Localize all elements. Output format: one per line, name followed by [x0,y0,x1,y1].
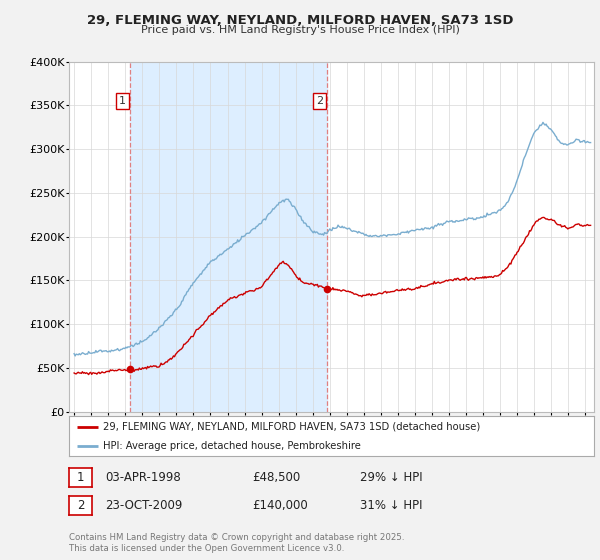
Text: 2: 2 [77,499,84,512]
Text: 29, FLEMING WAY, NEYLAND, MILFORD HAVEN, SA73 1SD (detached house): 29, FLEMING WAY, NEYLAND, MILFORD HAVEN,… [103,422,481,432]
Text: 29, FLEMING WAY, NEYLAND, MILFORD HAVEN, SA73 1SD: 29, FLEMING WAY, NEYLAND, MILFORD HAVEN,… [87,14,513,27]
Text: 1: 1 [119,96,126,106]
Text: Contains HM Land Registry data © Crown copyright and database right 2025.
This d: Contains HM Land Registry data © Crown c… [69,533,404,553]
Text: £140,000: £140,000 [252,498,308,512]
Bar [130,62,326,412]
Text: 1: 1 [77,471,84,484]
Text: HPI: Average price, detached house, Pembrokeshire: HPI: Average price, detached house, Pemb… [103,441,361,450]
Text: £48,500: £48,500 [252,470,300,484]
Text: 2: 2 [316,96,323,106]
Text: 29% ↓ HPI: 29% ↓ HPI [360,470,422,484]
Text: 23-OCT-2009: 23-OCT-2009 [105,498,182,512]
Text: 31% ↓ HPI: 31% ↓ HPI [360,498,422,512]
Text: Price paid vs. HM Land Registry's House Price Index (HPI): Price paid vs. HM Land Registry's House … [140,25,460,35]
Text: 03-APR-1998: 03-APR-1998 [105,470,181,484]
